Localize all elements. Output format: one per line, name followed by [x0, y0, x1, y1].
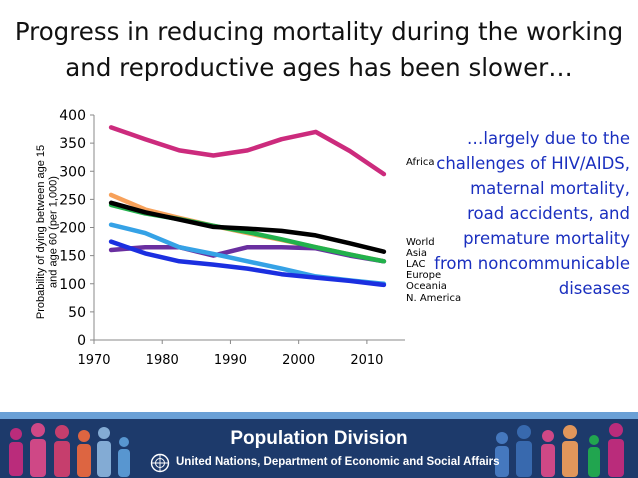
series-label: Asia — [406, 248, 427, 259]
series-label: Oceania — [406, 281, 447, 292]
y-tick-label: 50 — [68, 305, 86, 321]
slide-title: Progress in reducing mortality during th… — [14, 17, 624, 82]
series-line-africa — [108, 125, 387, 177]
x-tick-label: 1990 — [214, 353, 247, 368]
footer-accent-bar — [0, 412, 638, 419]
y-tick-label: 100 — [59, 277, 86, 293]
series-label: Africa — [406, 157, 435, 168]
series-label: N. America — [406, 293, 461, 304]
y-tick-label: 200 — [59, 221, 86, 237]
series-line-n-america — [108, 239, 387, 288]
x-tick-label: 2000 — [282, 353, 315, 368]
x-tick-label: 1970 — [77, 353, 110, 368]
series-line-world — [108, 200, 387, 254]
footer-banner: Population Division United Nations, Depa… — [0, 412, 638, 478]
series-label: World — [406, 237, 435, 248]
x-tick-label: 2010 — [350, 353, 383, 368]
series-label: LAC — [406, 259, 425, 270]
mortality-line-chart: Probability of dying between age 15and a… — [35, 108, 461, 368]
explanation-note: …largely due to the challenges of HIV/AI… — [434, 129, 630, 298]
y-axis-label: Probability of dying between age 15and a… — [35, 145, 60, 319]
y-tick-label: 0 — [77, 333, 86, 349]
y-tick-label: 150 — [59, 249, 86, 265]
y-tick-label: 250 — [59, 192, 86, 208]
people-silhouettes-icon — [495, 423, 624, 477]
footer-subtitle: United Nations, Department of Economic a… — [176, 456, 500, 468]
x-tick-label: 1980 — [146, 353, 179, 368]
footer-title: Population Division — [230, 428, 408, 449]
people-silhouettes-icon — [9, 423, 130, 477]
y-tick-label: 300 — [59, 164, 86, 180]
y-tick-label: 350 — [59, 136, 86, 152]
series-label: Europe — [406, 270, 441, 281]
un-emblem-icon — [150, 453, 170, 473]
y-tick-label: 400 — [59, 108, 86, 124]
